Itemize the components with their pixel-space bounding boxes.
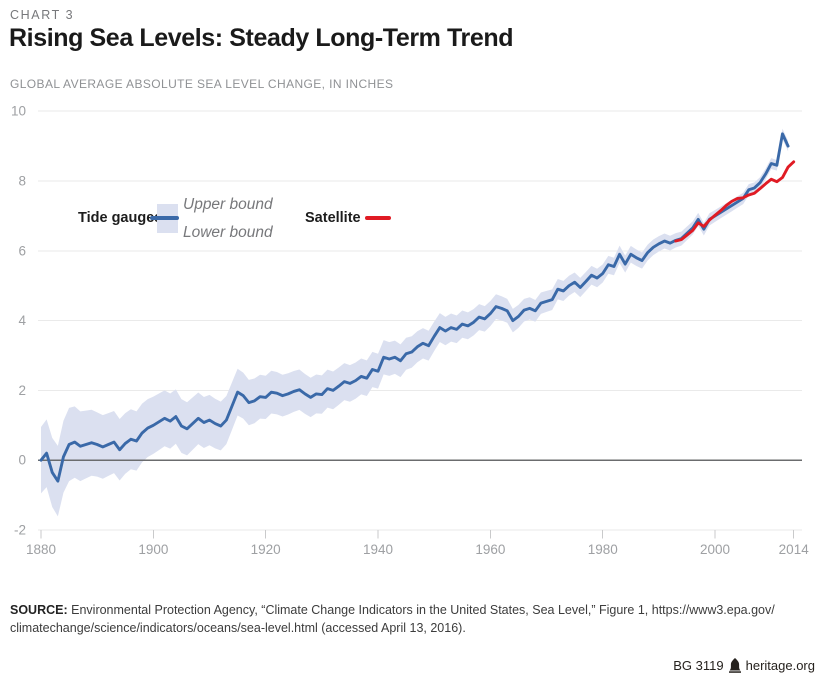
y-tick-label: 6 — [18, 243, 26, 258]
satellite-line — [674, 160, 796, 243]
x-tick-label: 2014 — [779, 542, 810, 557]
x-tick-label: 1920 — [251, 542, 281, 557]
x-tick-label: 1880 — [26, 542, 56, 557]
x-tick-label: 1980 — [588, 542, 618, 557]
source-note: SOURCE: Environmental Protection Agency,… — [10, 601, 800, 637]
uncertainty-band — [41, 128, 789, 517]
source-line-1: SOURCE: Environmental Protection Agency,… — [10, 603, 775, 617]
y-tick-label: 2 — [18, 383, 26, 398]
site-link: heritage.org — [745, 658, 815, 673]
heritage-bell-tower-icon — [728, 658, 741, 673]
chart-number-label: CHART 3 — [10, 8, 75, 22]
x-tick-label: 1900 — [138, 542, 168, 557]
page-title: Rising Sea Levels: Steady Long-Term Tren… — [9, 24, 514, 52]
source-line-2: climatechange/science/indicators/oceans/… — [10, 621, 466, 635]
y-tick-label: 4 — [18, 313, 26, 328]
y-tick-label: 10 — [11, 104, 26, 119]
y-tick-label: 8 — [18, 174, 26, 189]
x-tick-label: 1940 — [363, 542, 393, 557]
x-tick-label: 2000 — [700, 542, 730, 557]
y-tick-label: 0 — [18, 453, 26, 468]
x-tick-label: 1960 — [475, 542, 505, 557]
report-id: BG 3119 — [673, 658, 724, 673]
y-tick-label: -2 — [14, 523, 26, 538]
source-label: SOURCE: — [10, 603, 68, 617]
footer-credit: BG 3119 heritage.org — [673, 658, 815, 673]
chart-subtitle: GLOBAL AVERAGE ABSOLUTE SEA LEVEL CHANGE… — [10, 77, 394, 91]
tide-gauges-line — [39, 132, 790, 483]
